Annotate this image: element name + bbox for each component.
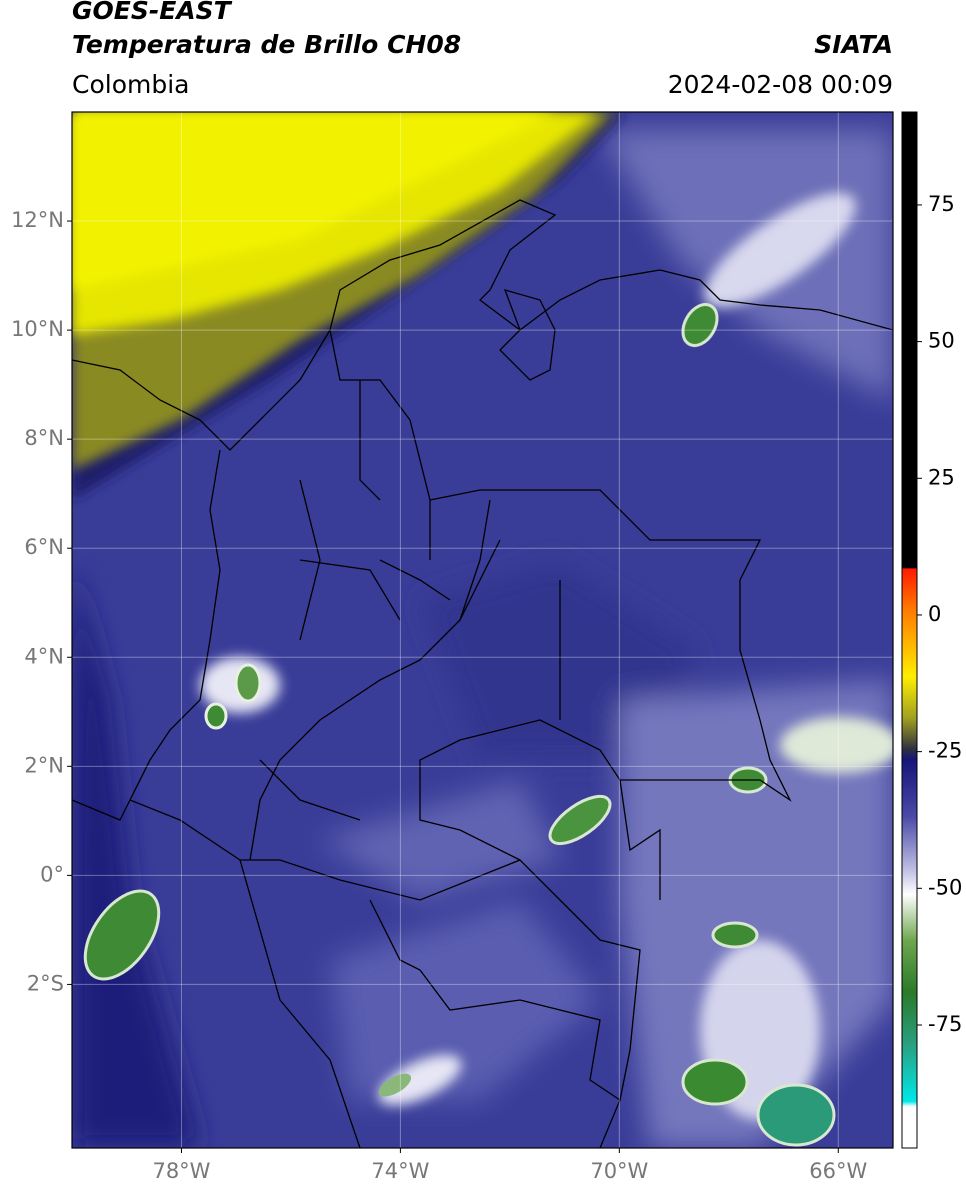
colorbar-tick-label: 75 — [928, 192, 955, 216]
x-tick-label: 78°W — [152, 1159, 210, 1183]
grid — [72, 112, 893, 1148]
colorbar-tick-label: -25 — [928, 739, 962, 763]
x-tick-label: 70°W — [590, 1159, 648, 1183]
org: SIATA — [814, 30, 893, 59]
x-tick-label: 74°W — [371, 1159, 429, 1183]
x-tick-label: 66°W — [809, 1159, 867, 1183]
colorbar — [901, 111, 918, 1149]
y-tick-label: 10°N — [11, 317, 64, 341]
colorbar-tick-label: -75 — [928, 1012, 962, 1036]
datetime: 2024-02-08 00:09 — [668, 70, 893, 99]
y-tick-label: 2°N — [24, 753, 64, 777]
y-tick-label: 4°N — [24, 644, 64, 668]
colorbar-tick-label: -50 — [928, 875, 962, 899]
satellite-image — [72, 112, 893, 1148]
y-tick-label: 8°N — [24, 426, 64, 450]
region: Colombia — [72, 70, 189, 99]
colorbar-tick-label: 50 — [928, 329, 955, 353]
y-tick-label: 0° — [40, 862, 64, 886]
colorbar-tick-label: 0 — [928, 602, 941, 626]
y-tick-label: 2°S — [27, 971, 64, 995]
colorbar-tick-label: 25 — [928, 465, 955, 489]
plot-frame — [71, 111, 894, 1149]
y-tick-label: 12°N — [11, 208, 64, 232]
product: Temperatura de Brillo CH08 — [72, 30, 461, 59]
y-tick-label: 6°N — [24, 535, 64, 559]
satellite: GOES-EAST — [72, 0, 233, 25]
